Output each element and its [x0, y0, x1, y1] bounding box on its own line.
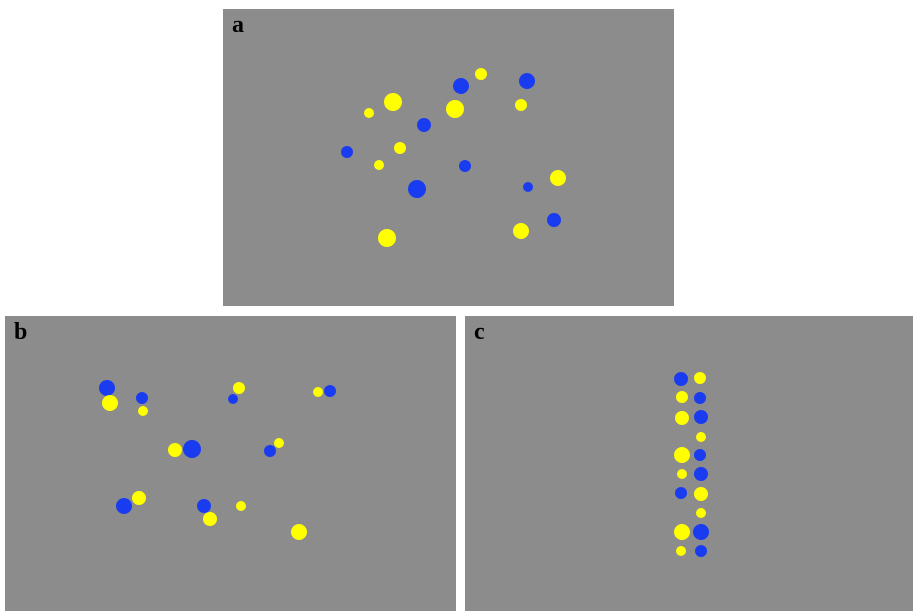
panel-a-blue-dot-12 [459, 160, 471, 172]
panel-a-yellow-dot-6 [446, 100, 464, 118]
panel-a-yellow-dot-1 [384, 93, 402, 111]
panel-b-yellow-dot-11 [274, 438, 284, 448]
panel-c-blue-dot-11 [694, 467, 708, 481]
panel-a-yellow-dot-3 [475, 68, 487, 80]
panel-c-blue-dot-12 [675, 487, 687, 499]
panel-b-yellow-dot-2 [102, 395, 118, 411]
panel-c-yellow-dot-5 [675, 411, 689, 425]
panel-b-yellow-dot-4 [138, 406, 148, 416]
panel-a-yellow-dot-18 [378, 229, 396, 247]
panel-a-yellow-dot-15 [550, 170, 566, 186]
panel-c-yellow-dot-14 [696, 508, 706, 518]
panel-c-yellow-dot-2 [694, 372, 706, 384]
panel-c-canvas [674, 372, 709, 557]
panel-a-blue-dot-14 [523, 182, 533, 192]
panel-a-label: a [232, 12, 244, 38]
panel-c-blue-dot-18 [695, 545, 707, 557]
panel-c-blue-dot-4 [694, 392, 706, 404]
panel-a-blue-dot-4 [453, 78, 469, 94]
panel-b-blue-dot-13 [116, 498, 132, 514]
panel-c-yellow-dot-17 [676, 546, 686, 556]
panel-b-yellow-dot-7 [313, 387, 323, 397]
panel-a-yellow-dot-11 [374, 160, 384, 170]
panel-b-blue-dot-10 [183, 440, 201, 458]
panel-c-yellow-dot-15 [674, 524, 690, 540]
panel-c-yellow-dot-8 [674, 447, 690, 463]
panel-a-yellow-dot-17 [513, 223, 529, 239]
panel-a-blue-dot-8 [417, 118, 431, 132]
panel-b-blue-dot-6 [228, 394, 238, 404]
panel-b-blue-dot-1 [99, 380, 115, 396]
panel-b-blue-dot-15 [197, 499, 211, 513]
panel-b-yellow-dot-17 [236, 501, 246, 511]
panel-a: a [223, 9, 674, 306]
panel-b-blue-dot-3 [136, 392, 148, 404]
panel-c-label: c [474, 319, 485, 345]
panel-b-yellow-dot-9 [168, 443, 182, 457]
panel-b-yellow-dot-14 [132, 491, 146, 505]
panel-b-blue-dot-8 [324, 385, 336, 397]
panel-c-yellow-dot-7 [696, 432, 706, 442]
panel-b-yellow-dot-18 [291, 524, 307, 540]
panel-a-blue-dot-9 [341, 146, 353, 158]
panel-b-yellow-dot-5 [233, 382, 245, 394]
panel-c: c [465, 316, 913, 611]
panel-c-yellow-dot-3 [676, 391, 688, 403]
panel-c-yellow-dot-13 [694, 487, 708, 501]
panel-c-yellow-dot-10 [677, 469, 687, 479]
panel-a-blue-dot-16 [547, 213, 561, 227]
panel-b-yellow-dot-16 [203, 512, 217, 526]
panel-c-blue-dot-9 [694, 449, 706, 461]
panel-c-blue-dot-6 [694, 410, 708, 424]
panel-c-blue-dot-16 [693, 524, 709, 540]
panel-b-label: b [14, 319, 28, 345]
panel-a-yellow-dot-10 [394, 142, 406, 154]
panel-b-canvas [99, 380, 336, 540]
panel-a-yellow-dot-7 [515, 99, 527, 111]
panel-a-canvas [341, 68, 566, 247]
panel-a-blue-dot-5 [519, 73, 535, 89]
panel-a-yellow-dot-2 [364, 108, 374, 118]
panel-a-blue-dot-13 [408, 180, 426, 198]
panel-b-blue-dot-12 [264, 445, 276, 457]
panel-b: b [5, 316, 456, 611]
panel-c-blue-dot-1 [674, 372, 688, 386]
